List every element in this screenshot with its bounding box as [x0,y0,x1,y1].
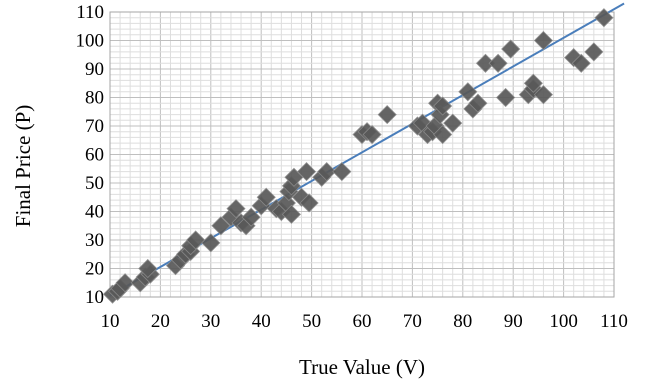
data-point [571,53,591,73]
y-tick-label: 80 [85,88,104,109]
data-point [241,207,261,227]
y-tick-label: 30 [85,230,104,251]
data-point [475,53,496,73]
data-point [256,187,276,207]
data-point [433,96,453,116]
data-point [281,204,302,224]
x-axis-label: True Value (V) [299,355,425,379]
data-point [362,124,382,145]
data-point [584,42,604,62]
x-tick-label: 50 [302,311,321,332]
data-point [211,216,231,236]
data-point [533,30,554,51]
y-axis-ticks: 10 20 30 40 50 60 70 80 90 100 110 [76,2,105,308]
data-point [299,193,319,213]
data-point [496,87,516,108]
data-point [533,85,554,105]
data-point [115,273,135,293]
x-tick-label: 110 [600,311,628,332]
data-point [377,105,397,125]
data-point [488,53,508,73]
data-point [201,233,221,253]
data-point [296,162,317,182]
x-tick-label: 80 [453,311,472,332]
x-axis-ticks: 10 20 30 40 50 60 70 80 90 100 110 [101,311,628,332]
data-point [433,124,453,145]
y-tick-label: 60 [85,145,104,166]
y-tick-label: 70 [85,116,104,137]
y-tick-label: 40 [85,202,104,223]
data-point [501,39,521,59]
data-point [317,162,337,182]
data-point [523,73,543,93]
y-tick-label: 100 [76,31,105,52]
data-point [226,199,246,219]
x-tick-label: 100 [549,311,578,332]
x-tick-label: 90 [504,311,523,332]
data-point [458,82,478,102]
y-tick-label: 20 [85,259,104,280]
data-point [468,93,488,113]
y-tick-label: 10 [85,287,104,308]
x-tick-label: 70 [403,311,422,332]
x-tick-label: 40 [252,311,271,332]
x-tick-label: 60 [353,311,372,332]
data-point [138,258,158,279]
y-axis-label: Final Price (P) [11,105,35,227]
data-point [443,113,463,133]
x-tick-label: 10 [101,311,120,332]
plot-area-border [109,11,615,298]
y-tick-label: 110 [76,2,104,23]
data-point [186,230,206,250]
data-point [332,162,352,182]
x-tick-label: 30 [201,311,220,332]
y-tick-label: 90 [85,59,104,80]
data-points [102,8,614,304]
data-point [594,8,614,28]
plot-border [109,11,615,298]
x-tick-label: 20 [151,311,170,332]
y-tick-label: 50 [85,173,104,194]
